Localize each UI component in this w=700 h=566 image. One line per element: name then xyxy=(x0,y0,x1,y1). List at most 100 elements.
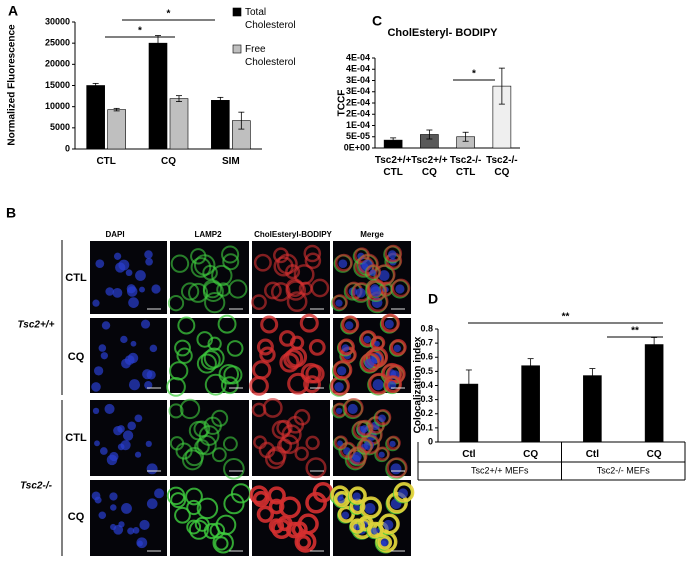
error-bar xyxy=(527,358,534,374)
column-header: Merge xyxy=(360,230,384,239)
nucleus xyxy=(370,527,378,535)
lysosome xyxy=(196,497,219,520)
micrograph xyxy=(90,400,167,476)
lysosome xyxy=(204,373,227,396)
lysosome xyxy=(177,316,196,335)
nucleus xyxy=(117,425,125,433)
lipid xyxy=(366,264,382,280)
nucleus xyxy=(94,440,100,447)
y-tick-label: 0E+00 xyxy=(344,142,370,152)
lipid xyxy=(252,490,270,508)
x-tick-label: Tsc2-/-CQ xyxy=(486,155,518,178)
lysosome xyxy=(214,536,229,551)
nucleus xyxy=(341,344,350,352)
nucleus xyxy=(113,252,122,260)
nucleus xyxy=(117,443,125,451)
lipid xyxy=(256,338,274,356)
lysosome xyxy=(170,492,187,509)
lipid xyxy=(374,264,396,285)
significance-label: * xyxy=(167,9,171,20)
lipid xyxy=(293,264,315,285)
lipid xyxy=(286,291,308,313)
row-label: CTL xyxy=(65,432,87,444)
nucleus xyxy=(118,259,130,271)
lipid xyxy=(386,364,406,384)
lipid xyxy=(375,446,390,461)
micrograph xyxy=(166,314,249,397)
chart-title: CholEsteryl- BODIPY xyxy=(387,27,498,39)
nucleus xyxy=(135,270,146,281)
lipid xyxy=(253,435,267,450)
nucleus xyxy=(144,250,153,259)
y-tick-label: 0.6 xyxy=(420,352,433,362)
lysosome xyxy=(193,420,211,438)
micrograph xyxy=(249,313,330,396)
lipid xyxy=(391,278,411,298)
nucleus xyxy=(127,421,136,431)
lipid xyxy=(360,352,381,373)
y-tick-label: 0.3 xyxy=(420,394,433,404)
error-bar xyxy=(113,107,120,112)
lipid xyxy=(384,375,402,394)
nucleus xyxy=(110,504,117,511)
lipid xyxy=(303,244,322,263)
genotype-label: Tsc2+/+ xyxy=(18,320,55,331)
lipid xyxy=(251,360,272,380)
y-tick-label: 30000 xyxy=(45,16,70,26)
lipid xyxy=(303,375,321,394)
lysosome xyxy=(193,254,216,276)
lysosome xyxy=(223,365,243,385)
lipid xyxy=(253,253,272,272)
lysosome xyxy=(220,376,239,395)
error-bar xyxy=(589,368,596,384)
y-tick-label: 3E-04 xyxy=(346,75,370,85)
nucleus xyxy=(120,335,128,344)
nucleus xyxy=(121,502,132,514)
lysosome xyxy=(179,398,201,420)
lipid xyxy=(308,339,326,356)
lipid xyxy=(305,435,320,451)
lipid xyxy=(285,280,307,301)
error-bar xyxy=(465,369,472,399)
column-header: CholEsteryl-BODIPY xyxy=(254,230,332,239)
nucleus xyxy=(393,344,402,353)
micrograph xyxy=(329,480,415,556)
nucleus xyxy=(109,492,118,501)
lipid xyxy=(380,313,400,333)
lipid xyxy=(287,372,310,395)
lipid xyxy=(386,435,401,451)
lipid xyxy=(260,315,279,334)
lipid xyxy=(349,518,366,534)
micrograph xyxy=(166,480,252,556)
lipid xyxy=(348,446,368,465)
x-tick-label: Tsc2+/+ CQ xyxy=(411,155,448,178)
nucleus xyxy=(101,321,111,330)
lipid xyxy=(267,486,286,505)
panel-label: A xyxy=(8,3,18,19)
lipid xyxy=(334,253,353,272)
lysosome xyxy=(226,340,244,357)
nucleus xyxy=(337,366,347,376)
nucleus xyxy=(99,447,108,455)
nucleus xyxy=(374,340,380,347)
nucleus xyxy=(98,344,107,352)
nucleus xyxy=(335,299,343,307)
micrograph xyxy=(251,241,330,314)
nucleus xyxy=(151,284,161,294)
lysosome xyxy=(184,446,205,467)
bar xyxy=(644,344,664,443)
nucleus xyxy=(118,521,125,528)
lipid xyxy=(389,339,407,356)
lipid xyxy=(258,441,276,459)
lysosome xyxy=(176,347,193,364)
nucleus xyxy=(130,340,137,347)
y-tick-label: 3E-04 xyxy=(346,86,370,96)
panel-label: C xyxy=(372,13,382,29)
nucleus xyxy=(100,352,108,360)
micrograph xyxy=(167,241,249,314)
lipid xyxy=(305,364,325,384)
y-tick-label: 1E-04 xyxy=(346,120,370,130)
lipid xyxy=(268,518,285,534)
lipid xyxy=(294,446,309,461)
x-tick-label: CTL xyxy=(96,156,115,167)
